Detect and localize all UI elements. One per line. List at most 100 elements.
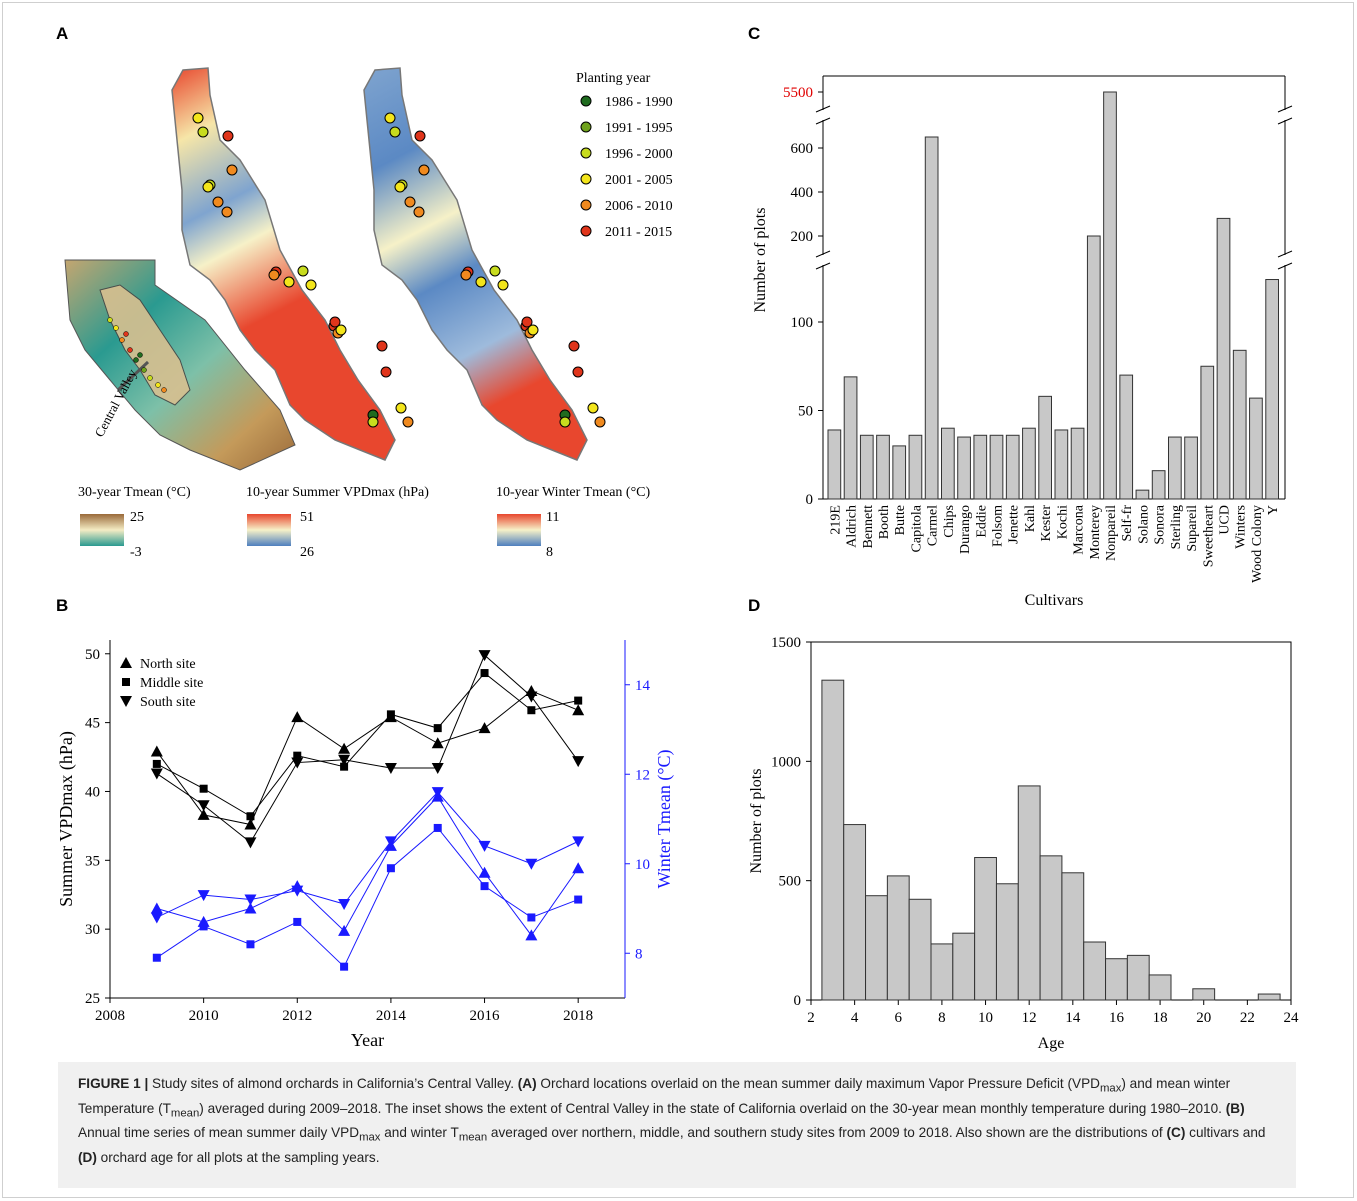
bar: [1038, 395, 1052, 500]
inset-orchard-dot: [133, 357, 139, 363]
caption-text: and winter T: [380, 1125, 459, 1141]
axis-break: [815, 250, 831, 258]
caption-subscript: mean: [458, 1132, 488, 1145]
x-tick-label: Durango: [958, 505, 973, 554]
x-tick-label: 219E: [828, 505, 843, 535]
data-point: [527, 913, 536, 922]
bar: [1054, 429, 1069, 500]
y-tick-label: 40: [85, 784, 100, 800]
legend-label: South site: [140, 695, 196, 710]
data-point: [293, 917, 302, 926]
orchard-dots-vpd: [107, 112, 414, 428]
x-tick-label: Eddie: [974, 505, 989, 538]
y-tick-label: 0: [806, 492, 814, 508]
y-tick-label: 600: [791, 141, 814, 157]
series-path: [156, 791, 579, 918]
caption-a-label: (A): [517, 1076, 537, 1091]
orchard-dot: [489, 265, 501, 277]
california-inset: [64, 259, 296, 471]
x-tick-label: Nonpareil: [1104, 505, 1119, 561]
x-tick-label: Supareil: [1185, 505, 1200, 552]
planting-year-marker: [580, 95, 592, 107]
orchard-dot: [414, 130, 426, 142]
data-point: [478, 650, 491, 662]
legend-label: Middle site: [140, 676, 203, 691]
y2-tick-label: 12: [635, 767, 650, 783]
data-point: [291, 711, 304, 723]
orchard-dot: [268, 269, 280, 281]
y-tick-label: 35: [85, 853, 100, 869]
x-tick-label: Marcona: [1072, 504, 1087, 555]
orchard-dot: [404, 196, 416, 208]
data-point: [246, 940, 255, 949]
colorbar-winter-tmean: [497, 514, 541, 546]
caption-subscript: max: [1099, 1082, 1122, 1095]
panel-label-b: B: [56, 596, 69, 615]
data-point: [338, 924, 351, 936]
colorbar-title-30yr-tmean: 30-year Tmean (°C): [78, 485, 191, 500]
data-point: [431, 763, 444, 775]
x-tick-label: UCD: [1218, 505, 1233, 535]
data-point: [150, 768, 163, 780]
series-line: [152, 823, 583, 971]
x-tick-label: Aldrich: [845, 505, 860, 548]
caption-b-label: (B): [1225, 1100, 1245, 1116]
axis-break: [815, 117, 831, 125]
planting-year-label: 2006 - 2010: [605, 199, 673, 214]
data-point: [478, 866, 491, 878]
data-point: [340, 962, 349, 971]
axis-break: [1277, 250, 1293, 258]
legend-marker: [122, 678, 130, 686]
data-point: [433, 724, 442, 733]
data-point: [386, 710, 395, 719]
caption-d-label: (D): [78, 1150, 97, 1166]
map-winter-tmean: [363, 67, 588, 461]
y-tick-label: 500: [779, 874, 802, 890]
data-point: [433, 823, 442, 832]
legend-marker: [120, 657, 132, 668]
colorbar-min-winter-tmean: 8: [546, 545, 553, 560]
inset-orchard-dot: [127, 347, 133, 353]
orchard-dot: [202, 181, 214, 193]
x-tick-label: 18: [1153, 1010, 1168, 1026]
planting-year-label: 1996 - 2000: [605, 147, 673, 162]
bar: [924, 136, 939, 500]
y-tick-label: 0: [794, 993, 802, 1009]
series-path: [156, 827, 579, 968]
inset-orchard-dot: [123, 331, 129, 337]
bar: [1005, 434, 1020, 500]
caption-c-label: (C): [1166, 1125, 1186, 1141]
orchard-dot: [335, 324, 347, 336]
x-tick-label: 6: [895, 1010, 903, 1026]
planting-year-marker: [580, 173, 592, 185]
caption-subscript: max: [359, 1132, 381, 1145]
data-point: [291, 757, 304, 769]
data-point: [572, 704, 585, 716]
inset-orchard-dot: [141, 367, 147, 373]
orchard-dot: [395, 402, 407, 414]
series-path: [156, 795, 579, 937]
bar: [1103, 91, 1117, 500]
y-tick-label: 400: [791, 185, 814, 201]
x-tick-label: Wood Colony: [1250, 505, 1265, 583]
data-point: [572, 756, 585, 768]
orchard-dot: [221, 206, 233, 218]
axis-break: [815, 262, 831, 270]
series-line: [152, 669, 583, 821]
orchard-dot: [497, 279, 509, 291]
data-point: [340, 762, 349, 771]
y-tick-label: 25: [85, 991, 100, 1007]
bar: [859, 434, 874, 500]
planting-year-marker: [580, 147, 592, 159]
data-point: [246, 812, 255, 821]
panel-a-maps: Central Valley Planting year 1986 - 1990…: [64, 67, 673, 471]
orchard-dot: [192, 112, 204, 124]
data-point: [384, 763, 397, 775]
y-axis-title-left: Summer VPDmax (hPa): [56, 731, 77, 907]
bar: [957, 436, 971, 500]
data-point: [478, 722, 491, 734]
data-point: [152, 953, 161, 962]
y-axis-title: Number of plots: [748, 769, 765, 874]
data-point: [572, 836, 585, 848]
bar: [1168, 436, 1182, 500]
